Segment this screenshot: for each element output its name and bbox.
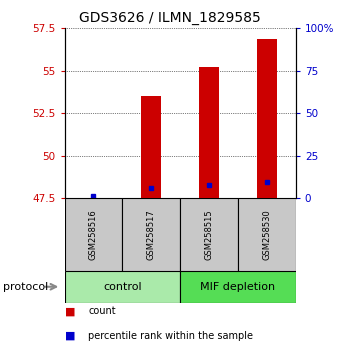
Text: ■: ■	[65, 306, 75, 316]
Text: GSM258530: GSM258530	[262, 209, 271, 260]
Bar	[180, 271, 296, 303]
Text: MIF depletion: MIF depletion	[201, 282, 275, 292]
Text: count: count	[88, 306, 116, 316]
Text: control: control	[103, 282, 142, 292]
Text: GSM258517: GSM258517	[147, 209, 156, 260]
Text: percentile rank within the sample: percentile rank within the sample	[88, 331, 253, 341]
Bar	[65, 271, 180, 303]
Text: GDS3626 / ILMN_1829585: GDS3626 / ILMN_1829585	[79, 11, 261, 25]
Text: ■: ■	[65, 331, 75, 341]
Bar	[141, 96, 162, 198]
Bar	[122, 198, 180, 271]
Bar	[199, 67, 219, 198]
Bar	[257, 39, 277, 198]
Text: GSM258516: GSM258516	[89, 209, 98, 260]
Bar	[180, 198, 238, 271]
Bar	[238, 198, 296, 271]
Text: protocol: protocol	[3, 282, 49, 292]
Bar	[65, 198, 122, 271]
Text: GSM258515: GSM258515	[205, 209, 214, 260]
